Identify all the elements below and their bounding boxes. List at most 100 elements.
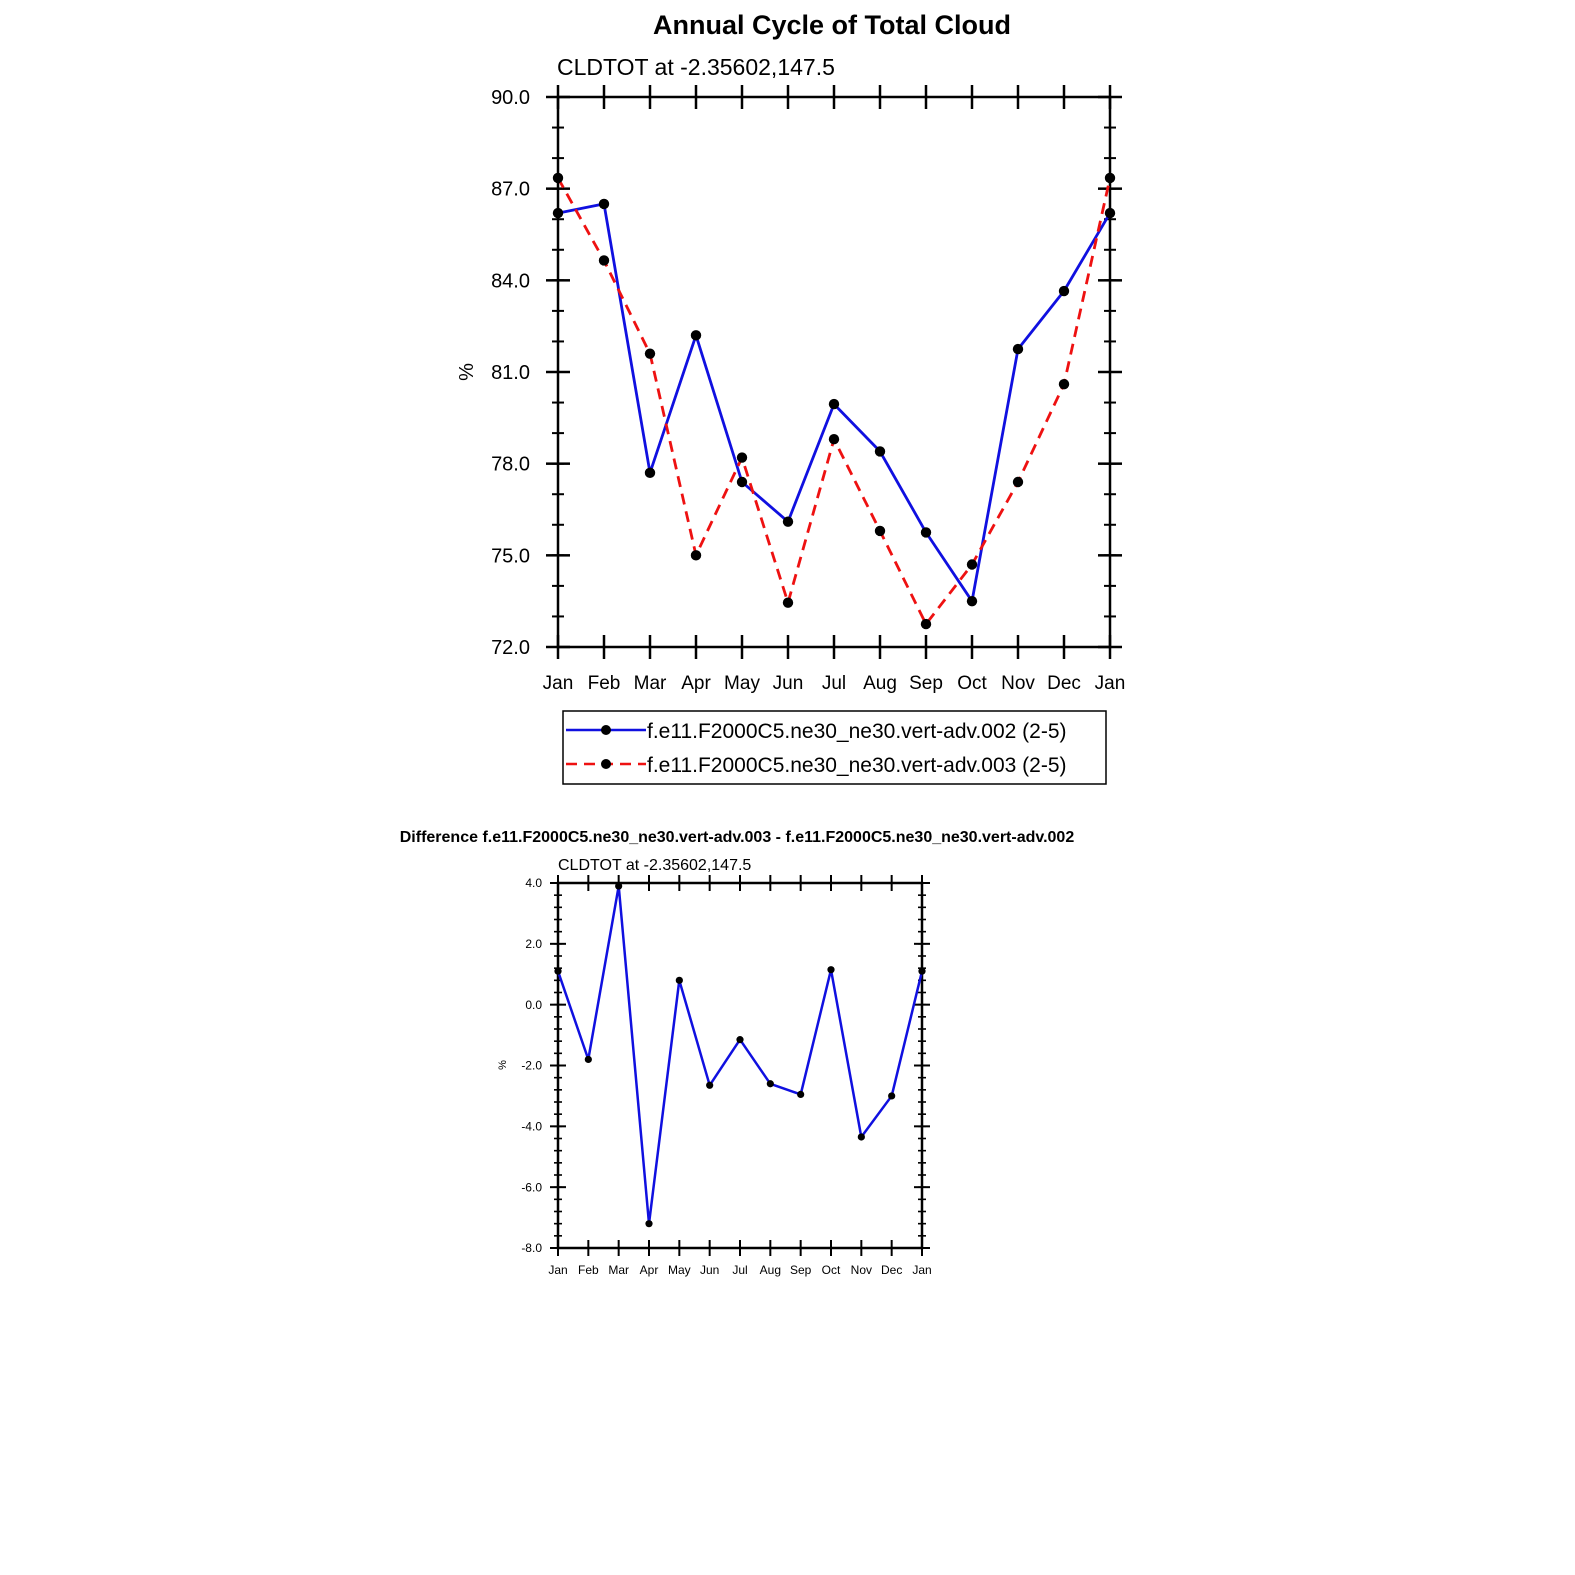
chart1-x-tick-label: Oct (957, 673, 987, 694)
chart2-series-1-point (615, 882, 623, 890)
chart1-y-tick-label: 90.0 (491, 87, 530, 109)
chart2-y-tick-label: -6.0 (521, 1180, 542, 1194)
chart1-y-tick-label: 87.0 (491, 179, 530, 201)
chart2-title: Difference f.e11.F2000C5.ne30_ne30.vert-… (400, 829, 1075, 846)
chart1-y-tick-label: 75.0 (491, 545, 530, 567)
chart2-x-tick-label: Nov (851, 1263, 872, 1277)
chart2-series-1-point (766, 1080, 774, 1088)
chart2-ylabel: % (497, 1060, 509, 1070)
chart2-x-tick-label: Mar (608, 1263, 629, 1277)
chart2-series-1-point (675, 976, 683, 984)
chart2-y-tick-label: 0.0 (525, 998, 542, 1012)
chart1-series (552, 172, 1116, 630)
chart2-series-1-point (888, 1092, 896, 1100)
chart2-x-tick-label: May (668, 1263, 691, 1277)
chart1-x-tick-label: Dec (1047, 673, 1081, 694)
chart1-series-2-point (690, 550, 702, 561)
chart1-series-1-point (598, 198, 610, 210)
chart1-series-1-point (828, 398, 840, 410)
chart2-series-1-point (827, 966, 835, 974)
chart2-series (554, 882, 926, 1228)
chart1-series-2-point (598, 255, 610, 266)
chart1-ylabel: % (456, 363, 478, 381)
chart1-series-1-point (690, 330, 702, 341)
chart1-series-1-point (552, 207, 564, 219)
chart1-y-tick-label: 72.0 (491, 637, 530, 659)
chart2-x-tick-label: Apr (640, 1263, 659, 1277)
chart2-x-tick-label: Jan (912, 1263, 931, 1277)
chart1-x-tick-label: Apr (681, 673, 711, 694)
chart2-series-1-point (918, 967, 926, 975)
chart1-series-2-point (966, 559, 978, 570)
chart1-series-2-point (644, 348, 656, 359)
chart2-series-1-point (645, 1220, 653, 1228)
chart1-series-2-point (552, 172, 564, 184)
chart1-y-tick-label: 84.0 (491, 270, 530, 292)
chart1-legend: f.e11.F2000C5.ne30_ne30.vert-adv.002 (2-… (562, 710, 1107, 785)
chart1-series-1-point (1058, 285, 1070, 297)
difference-chart: Difference f.e11.F2000C5.ne30_ne30.vert-… (400, 829, 1075, 1277)
chart1-series-1-point (736, 476, 748, 488)
chart2-series-1-line (556, 884, 924, 1225)
chart1-series-1-point (920, 527, 932, 538)
chart2-x-tick-label: Jul (732, 1263, 747, 1277)
chart2-x-tick-label: Aug (760, 1263, 781, 1277)
chart2-y-tick-label: -2.0 (521, 1059, 542, 1073)
chart2-x-tick-label: Oct (822, 1263, 841, 1277)
chart2-x-tick-label: Feb (578, 1263, 599, 1277)
chart1-title: Annual Cycle of Total Cloud (653, 10, 1011, 40)
chart1-plot-frame (556, 95, 1112, 649)
chart1-series-2-point (1104, 172, 1116, 184)
chart2-x-tick-label: Dec (881, 1263, 902, 1277)
chart2-series-1-point (736, 1036, 744, 1044)
chart2-subtitle: CLDTOT at -2.35602,147.5 (558, 857, 751, 874)
chart2-series-1-point (857, 1133, 865, 1141)
chart1-series-1-point (782, 516, 794, 527)
chart2-x-tick-labels: Jan Feb Mar Apr May Jun Jul Aug Sep Oct Nov Dec Jan (548, 1263, 931, 1277)
chart1-series-2-point (782, 597, 794, 608)
legend-label-series-2: f.e11.F2000C5.ne30_ne30.vert-adv.003 (2-… (647, 754, 1067, 777)
legend-marker-series-1 (601, 725, 611, 735)
chart2-ticks (550, 875, 930, 1256)
chart1-x-tick-label: Jan (1095, 673, 1126, 694)
legend-marker-series-2 (601, 759, 611, 769)
chart1-series-2-point (1058, 379, 1070, 390)
chart1-x-tick-label: Jul (822, 673, 846, 694)
chart1-series-2-point (828, 434, 840, 445)
chart1-x-tick-label: Sep (909, 673, 943, 694)
chart2-y-tick-labels: -8.0 -6.0 -4.0 -2.0 0.0 2.0 4.0 (521, 876, 542, 1255)
chart1-series-1-point (1012, 343, 1024, 355)
chart2-y-tick-label: 2.0 (525, 937, 542, 951)
chart1-x-tick-label: Mar (634, 673, 667, 694)
chart2-series-1-point (584, 1055, 592, 1064)
chart1-x-tick-labels: Jan Feb Mar Apr May Jun Jul Aug Sep Oct Nov Dec Jan (543, 673, 1126, 694)
chart1-series-2-point (874, 525, 886, 537)
chart2-x-tick-label: Jun (700, 1263, 719, 1277)
chart1-x-tick-label: May (724, 673, 760, 694)
chart1-y-tick-label: 78.0 (491, 454, 530, 476)
chart1-x-tick-label: Feb (588, 673, 621, 694)
chart1-x-tick-label: Jan (543, 673, 574, 694)
legend-frame (562, 710, 1107, 785)
chart2-plot-frame (556, 881, 924, 1250)
chart1-y-tick-label: 81.0 (491, 362, 530, 384)
chart1-series-2-point (1012, 476, 1024, 488)
chart2-series-1-point (706, 1081, 714, 1089)
chart1-series-1-point (1104, 207, 1116, 219)
chart1-x-tick-label: Aug (863, 673, 897, 694)
chart2-x-tick-label: Jan (548, 1263, 567, 1277)
chart2-y-tick-label: -8.0 (521, 1241, 542, 1255)
chart2-y-tick-label: -4.0 (521, 1120, 542, 1134)
chart2-x-tick-label: Sep (790, 1263, 812, 1277)
chart2-series-1-point (554, 967, 562, 975)
chart1-subtitle: CLDTOT at -2.35602,147.5 (557, 54, 835, 80)
chart1-x-tick-label: Nov (1001, 673, 1035, 694)
chart1-x-tick-label: Jun (773, 673, 804, 694)
chart2-series-1-point (797, 1090, 805, 1098)
chart1-y-tick-labels: 72.0 75.0 78.0 81.0 84.0 87.0 90.0 (491, 87, 530, 659)
legend-label-series-1: f.e11.F2000C5.ne30_ne30.vert-adv.002 (2-… (647, 720, 1067, 743)
chart2-y-tick-label: 4.0 (525, 876, 542, 890)
chart1-series-1-point (966, 595, 978, 607)
chart1-series-1-point (644, 467, 656, 479)
